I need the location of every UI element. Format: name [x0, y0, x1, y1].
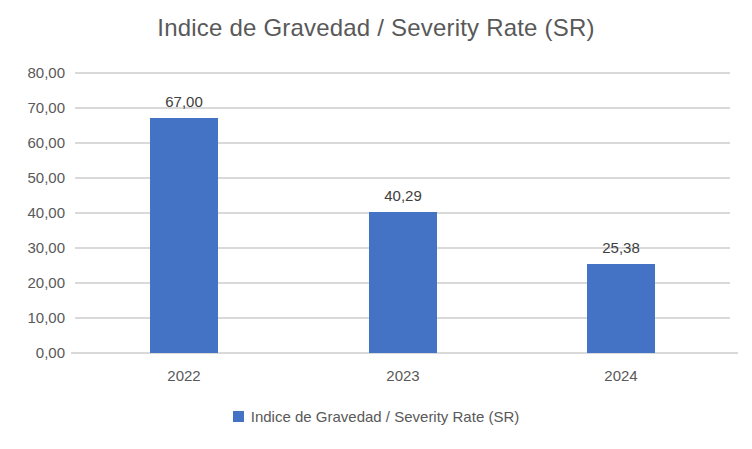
legend-swatch-icon	[233, 411, 244, 422]
x-tick-label-2022: 2022	[124, 367, 244, 384]
x-tick-label-2024: 2024	[561, 367, 681, 384]
legend[interactable]: Indice de Gravedad / Severity Rate (SR)	[0, 408, 752, 425]
x-tick-label-2023: 2023	[343, 367, 463, 384]
bar-2024[interactable]	[587, 264, 655, 353]
y-tick-label: 50,00	[5, 169, 65, 186]
gridline	[75, 72, 730, 74]
y-tick-label: 0,00	[5, 344, 65, 361]
y-tick-label: 20,00	[5, 274, 65, 291]
y-tick-label: 70,00	[5, 99, 65, 116]
bar-2023[interactable]	[369, 212, 437, 353]
y-tick-label: 60,00	[5, 134, 65, 151]
plot-area: 67,00 40,29 25,38	[75, 73, 730, 353]
y-tick-label: 30,00	[5, 239, 65, 256]
bar-2022[interactable]	[150, 118, 218, 353]
legend-label: Indice de Gravedad / Severity Rate (SR)	[251, 408, 519, 425]
y-tick-label: 40,00	[5, 204, 65, 221]
chart-title: Indice de Gravedad / Severity Rate (SR)	[0, 14, 752, 42]
bar-data-label: 67,00	[134, 93, 234, 110]
bar-data-label: 25,38	[571, 239, 671, 256]
y-tick-label: 10,00	[5, 309, 65, 326]
y-tick-label: 80,00	[5, 64, 65, 81]
severity-rate-bar-chart: Indice de Gravedad / Severity Rate (SR) …	[0, 0, 752, 449]
bar-data-label: 40,29	[353, 187, 453, 204]
